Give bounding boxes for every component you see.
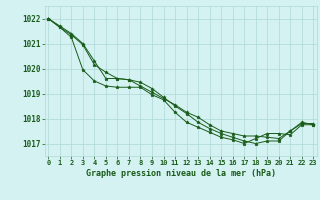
X-axis label: Graphe pression niveau de la mer (hPa): Graphe pression niveau de la mer (hPa): [86, 169, 276, 178]
